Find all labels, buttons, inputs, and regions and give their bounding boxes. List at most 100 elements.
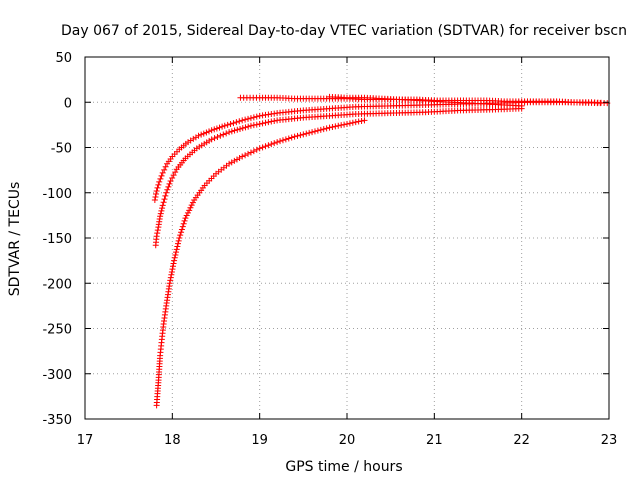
series-satellite-track-c <box>151 99 604 203</box>
data-point <box>297 132 304 139</box>
data-point <box>237 125 244 132</box>
series-satellite-track-a <box>153 117 368 409</box>
data-point <box>288 134 295 141</box>
data-point <box>355 118 362 125</box>
data-point <box>164 186 171 193</box>
x-tick-label: 22 <box>513 433 530 448</box>
x-tick-label: 20 <box>339 433 356 448</box>
y-tick-label: 50 <box>55 51 72 66</box>
data-point <box>361 117 368 124</box>
data-point <box>256 120 263 127</box>
data-point <box>250 114 257 121</box>
data-point <box>157 210 164 217</box>
data-point <box>195 132 202 139</box>
data-point <box>176 235 183 241</box>
data-point <box>253 146 260 153</box>
data-point <box>211 135 218 142</box>
data-point <box>208 136 215 143</box>
data-point <box>231 157 238 164</box>
data-point <box>167 177 174 184</box>
data-point <box>187 204 194 211</box>
data-point <box>326 124 333 131</box>
data-point <box>169 263 176 270</box>
data-point <box>172 169 179 176</box>
data-point <box>250 122 257 129</box>
data-point <box>245 123 252 130</box>
data-point <box>274 139 281 146</box>
data-point <box>154 184 161 191</box>
data-point <box>250 148 257 155</box>
data-point <box>320 126 327 133</box>
data-point <box>163 189 170 196</box>
data-point <box>220 131 227 138</box>
data-point <box>259 120 266 127</box>
data-point <box>171 257 178 264</box>
chart-title: Day 067 of 2015, Sidereal Day-to-day VTE… <box>61 23 627 39</box>
data-point <box>294 132 301 139</box>
series-satellite-track-e <box>326 93 525 109</box>
data-points <box>151 93 611 409</box>
data-point <box>172 251 179 258</box>
data-point <box>184 209 191 216</box>
data-point <box>175 237 182 244</box>
data-point <box>173 249 180 256</box>
y-tick-label: -50 <box>51 142 72 157</box>
y-tick-label: -350 <box>42 413 72 428</box>
data-point <box>166 280 173 287</box>
y-tick-label: -250 <box>42 323 72 338</box>
data-point <box>169 175 176 182</box>
data-point <box>317 126 324 133</box>
data-point <box>242 152 249 159</box>
data-point <box>153 187 160 194</box>
data-point <box>161 166 168 173</box>
data-point <box>279 137 286 144</box>
data-point <box>178 229 185 236</box>
data-point <box>341 121 348 128</box>
data-point <box>231 127 238 134</box>
data-point <box>300 131 307 138</box>
data-point <box>518 102 525 109</box>
data-point <box>186 207 193 214</box>
data-point <box>154 230 161 237</box>
data-point <box>206 128 213 135</box>
data-point <box>233 119 240 126</box>
y-axis-title: SDTVAR / TECUs <box>7 182 23 297</box>
data-point <box>329 123 336 130</box>
axis-ticks <box>84 56 610 420</box>
data-point <box>311 128 318 135</box>
data-point <box>159 205 166 212</box>
data-point <box>226 160 233 167</box>
data-point <box>189 199 196 206</box>
data-point <box>242 124 249 131</box>
data-point <box>168 268 175 275</box>
data-point <box>171 254 178 261</box>
data-point <box>239 153 246 160</box>
data-point <box>352 119 359 126</box>
data-point <box>156 178 163 185</box>
data-point <box>242 116 249 123</box>
data-point <box>346 120 353 127</box>
data-point <box>247 115 254 122</box>
data-point <box>153 190 160 197</box>
data-point <box>155 181 162 188</box>
data-point <box>166 180 173 187</box>
data-point <box>268 141 275 148</box>
data-point <box>162 163 169 170</box>
y-tick-label: -300 <box>42 368 72 383</box>
data-point <box>177 232 184 239</box>
data-point <box>224 121 231 128</box>
data-point <box>314 127 321 134</box>
data-point <box>167 277 174 284</box>
data-point <box>219 123 226 130</box>
x-axis-title: GPS time / hours <box>285 459 402 475</box>
data-point <box>262 119 269 126</box>
data-point <box>265 119 272 126</box>
data-point <box>162 192 169 199</box>
data-point <box>153 233 160 240</box>
data-point <box>214 133 221 140</box>
data-point <box>344 120 350 127</box>
data-point <box>200 130 207 137</box>
data-point <box>173 246 180 253</box>
data-point <box>245 150 252 157</box>
